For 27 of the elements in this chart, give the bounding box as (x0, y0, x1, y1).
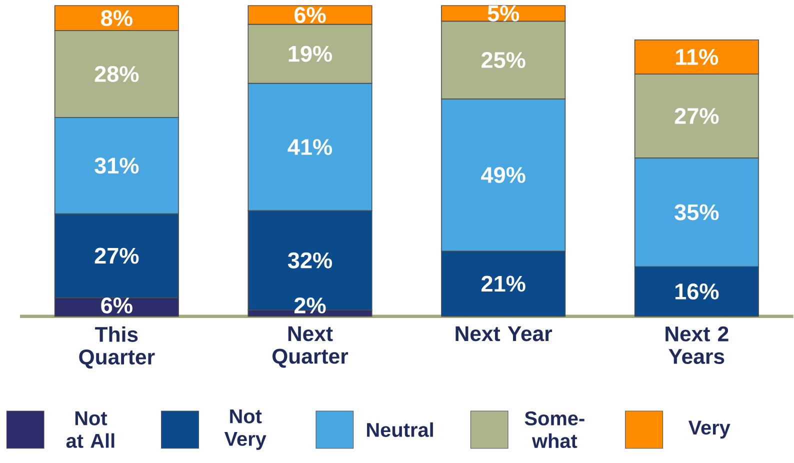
data-label: 28% (94, 66, 139, 82)
x-tick-label: Next Year (456, 326, 552, 342)
data-label: 32% (288, 252, 332, 268)
data-label: 5% (488, 5, 520, 22)
data-label: 49% (481, 166, 526, 183)
data-label: 27% (674, 108, 719, 124)
data-label: 25% (482, 52, 526, 68)
legend-label: Some-what (524, 411, 584, 448)
data-label: 21% (482, 276, 526, 292)
x-tick-label: This Quarter (79, 326, 155, 369)
data-label: 16% (675, 283, 719, 300)
data-label: 19% (288, 46, 332, 62)
legend-label: Not at All (66, 411, 114, 448)
data-label: 27% (94, 248, 139, 264)
data-label: 31% (94, 158, 139, 174)
x-tick-label: Next 2 Years (666, 326, 728, 364)
legend-label: Very (688, 420, 730, 439)
data-label: 2% (294, 297, 326, 314)
data-label: 35% (674, 204, 719, 220)
legend-label: Neutral (367, 422, 433, 437)
data-label: 6% (101, 297, 132, 314)
data-label: 6% (294, 6, 326, 23)
legend-label: Not Very (224, 409, 266, 450)
x-tick-label: Next Quarter (272, 326, 348, 368)
data-label: 11% (676, 48, 718, 65)
data-label: 8% (101, 10, 132, 26)
data-label: 41% (288, 139, 332, 155)
